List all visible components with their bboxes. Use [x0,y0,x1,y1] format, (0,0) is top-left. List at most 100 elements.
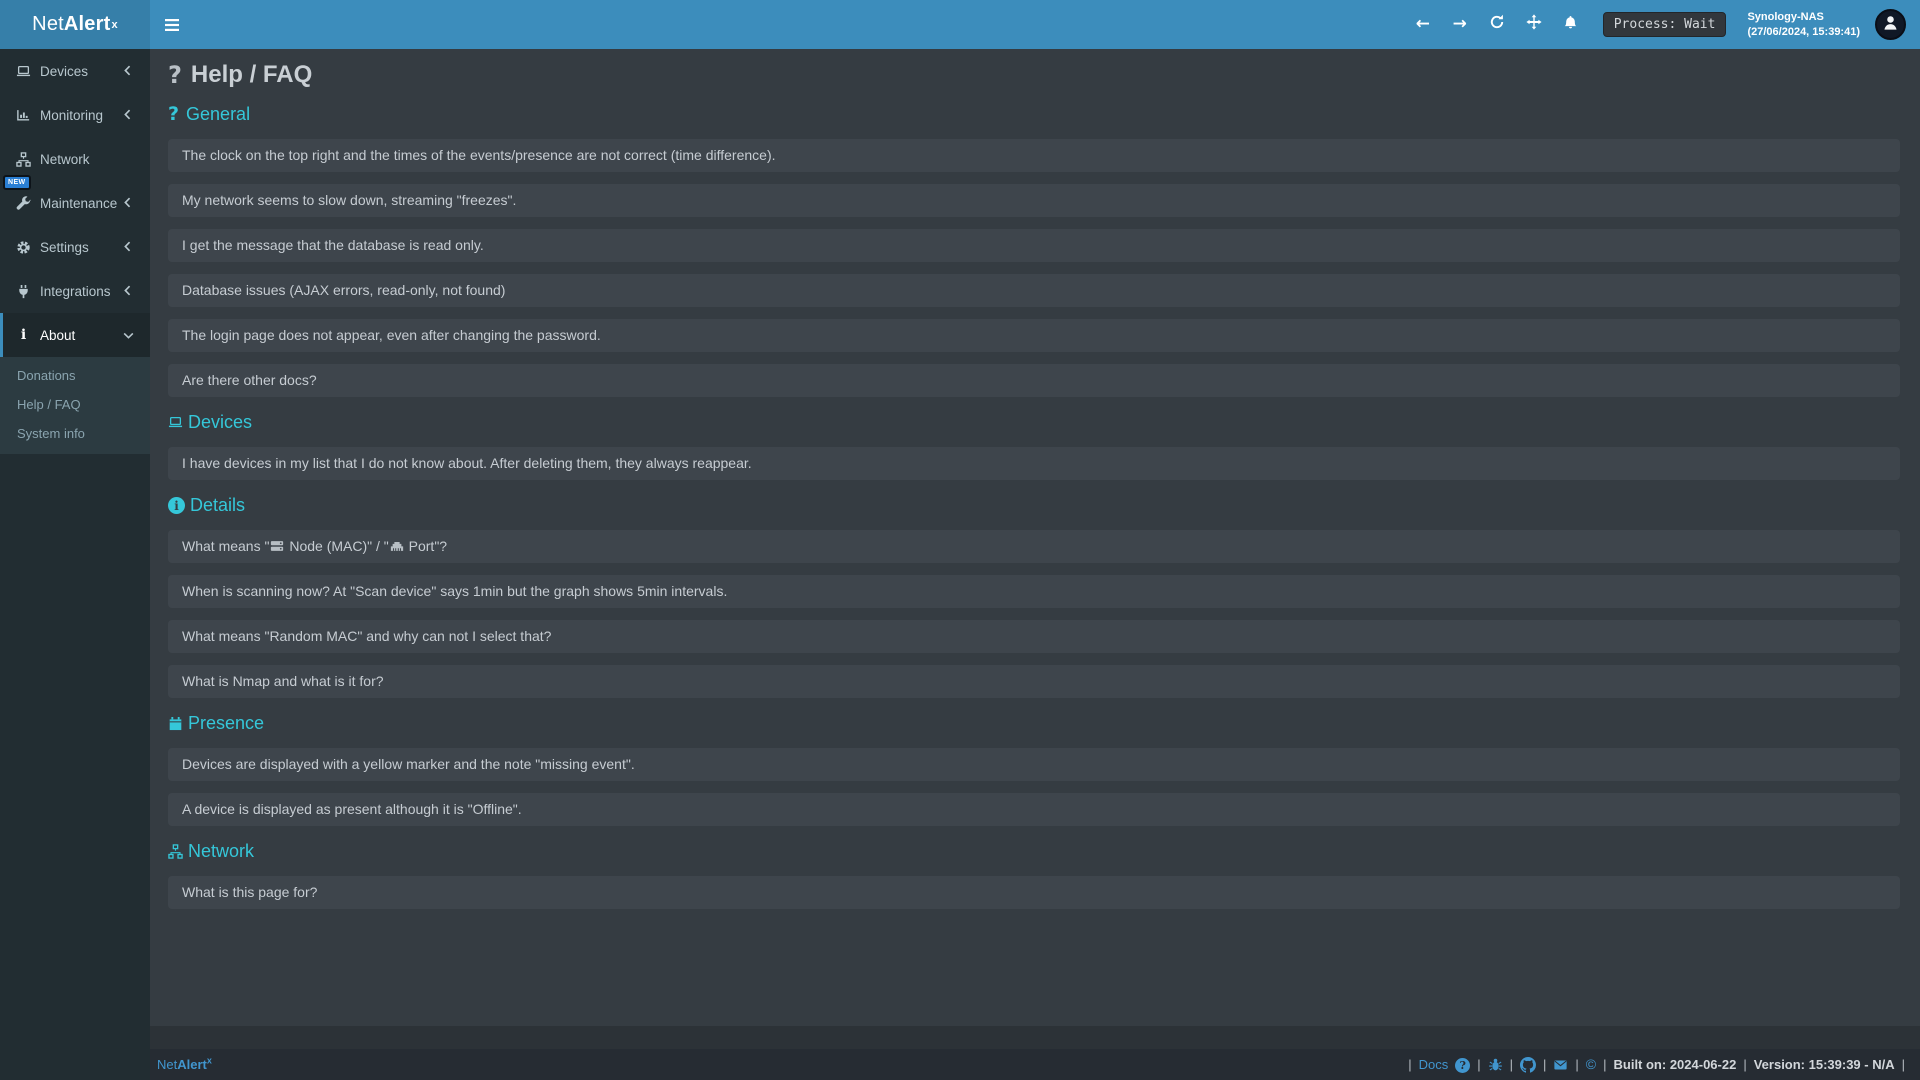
faq-item[interactable]: Devices are displayed with a yellow mark… [168,748,1900,781]
section-header-general: ? General [168,104,1900,125]
process-status-badge: Process: Wait [1602,12,1727,37]
gear-icon [14,240,33,255]
section-header-network: Network [168,841,1900,862]
footer-brand-bold: Alert [177,1057,207,1072]
faq-item[interactable]: What is this page for? [168,876,1900,909]
sidebar-item-label: Monitoring [40,107,104,123]
sidebar-item-label: Network [40,151,90,167]
envelope-icon[interactable] [1553,1058,1568,1072]
laptop-icon [14,64,33,79]
faq-item[interactable]: I have devices in my list that I do not … [168,447,1900,480]
envelope-icon [1553,1058,1568,1072]
faq-item[interactable]: My network seems to slow down, streaming… [168,184,1900,217]
bug-icon [1488,1057,1503,1072]
submenu-item-help-faq[interactable]: Help / FAQ [17,397,81,412]
section-title: General [186,104,251,124]
navbar-actions: ← → Process: Wait Synology-NAS (27/06/202… [1412,9,1920,40]
host-timestamp: (27/06/2024, 15:39:41) [1747,25,1860,38]
section-title: Presence [188,713,265,733]
forward-button[interactable]: → [1449,10,1471,40]
sidebar-toggle-button[interactable] [150,0,194,49]
brand-name-bold: Alert [63,13,111,35]
wrench-icon [14,195,33,211]
top-navbar: ← → Process: Wait Synology-NAS (27/06/202… [150,0,1920,49]
footer-separator: | [1408,1057,1412,1072]
bug-icon[interactable] [1488,1057,1503,1072]
sidebar-item-label: Integrations [40,283,111,299]
footer-right: | Docs? | | | | © | Built on: 2024-06-22 | Version… [1408,1056,1905,1073]
footer-separator: | [1543,1057,1547,1072]
sidebar-menu: Devices Monitoring Network NEW Maintenance Se… [0,49,150,454]
faq-item[interactable]: The login page does not appear, even aft… [168,319,1900,352]
about-submenu: Donations Help / FAQ System info [0,357,150,454]
sidebar-item-network[interactable]: Network [0,137,150,181]
sidebar-item-label: Maintenance [40,195,118,211]
question-icon: ? [168,103,180,125]
sidebar: Devices Monitoring Network NEW Maintenance Se… [0,49,150,1080]
footer-separator: | [1743,1057,1747,1072]
footer-link-docs[interactable]: Docs [1418,1057,1449,1072]
sidebar-item-integrations[interactable]: Integrations [0,269,150,313]
info-icon: i [20,327,27,343]
footer-brand-light: Net [157,1057,178,1072]
faq-item[interactable]: What is Nmap and what is it for? [168,665,1900,698]
question-circle-icon[interactable]: ? [1455,1057,1471,1073]
section-title: Network [188,841,255,861]
user-avatar[interactable] [1875,9,1906,40]
sitemap-icon [168,844,183,859]
sidebar-item-about[interactable]: i About [0,313,150,357]
faq-sections: ? General The clock on the top right and t… [168,104,1900,909]
main-header: Net Alert x ← → Process: Wait Synology-NAS … [0,0,1920,49]
laptop-icon [168,415,183,430]
plug-icon [14,284,33,299]
section-title: Devices [188,412,253,432]
brand-name-light: Net [32,13,64,35]
sitemap-icon [14,151,33,167]
back-button[interactable]: ← [1412,10,1434,40]
github-icon [1520,1056,1536,1073]
new-badge: NEW [3,175,31,190]
faq-item[interactable]: Are there other docs? [168,364,1900,397]
chevron-left-icon [123,284,134,299]
arrows-move-icon [1526,14,1542,35]
faq-item[interactable]: When is scanning now? At "Scan device" s… [168,575,1900,608]
main-footer: NetAlertx | Docs? | | | | © | Built on: 2024-06-… [0,1049,1920,1080]
notifications-button[interactable] [1560,10,1582,40]
section-header-details: i Details [168,495,1900,516]
chevron-left-icon [123,240,134,255]
faq-item[interactable]: What means "Random MAC" and why can not … [168,620,1900,653]
faq-item-text: What means " [182,538,270,554]
sidebar-item-maintenance[interactable]: NEW Maintenance [0,175,150,225]
content-section: ? Help / FAQ ? General The clock on the to… [150,49,1920,1026]
refresh-button[interactable] [1486,10,1508,40]
faq-item[interactable]: The clock on the top right and the times… [168,139,1900,172]
arrow-right-icon: → [1452,13,1467,34]
faq-item[interactable]: I get the message that the database is r… [168,229,1900,262]
page-title: ? Help / FAQ [168,61,1900,89]
sidebar-item-devices[interactable]: Devices [0,49,150,93]
fullscreen-button[interactable] [1523,10,1545,40]
submenu-item-donations[interactable]: Donations [17,368,76,383]
footer-text: Version: 15:39:39 - N/A [1753,1057,1895,1072]
faq-item[interactable]: A device is displayed as present althoug… [168,793,1900,826]
faq-item[interactable]: Database issues (AJAX errors, read-only,… [168,274,1900,307]
submenu-item-system-info[interactable]: System info [17,426,85,441]
sidebar-item-label: Devices [40,63,89,79]
chevron-left-icon [123,196,134,211]
app-logo[interactable]: Net Alert x [0,0,150,49]
footer-separator: | [1509,1057,1513,1072]
copyright-icon[interactable]: © [1586,1057,1596,1072]
question-circle-icon: ? [1455,1057,1471,1073]
github-icon[interactable] [1520,1056,1536,1073]
sidebar-item-settings[interactable]: Settings [0,225,150,269]
footer-brand-link[interactable]: NetAlertx [157,1056,212,1072]
monitoring-icon [14,108,33,123]
ethernet-icon [390,539,404,553]
host-name: Synology-NAS [1747,10,1824,23]
section-header-presence: Presence [168,713,1900,734]
footer-separator: | [1901,1057,1905,1072]
arrow-left-icon: ← [1415,13,1430,34]
copyright-icon: © [1585,1056,1597,1072]
faq-item[interactable]: What means " Node (MAC)" / " Port"? [168,530,1900,563]
sidebar-item-monitoring[interactable]: Monitoring [0,93,150,137]
